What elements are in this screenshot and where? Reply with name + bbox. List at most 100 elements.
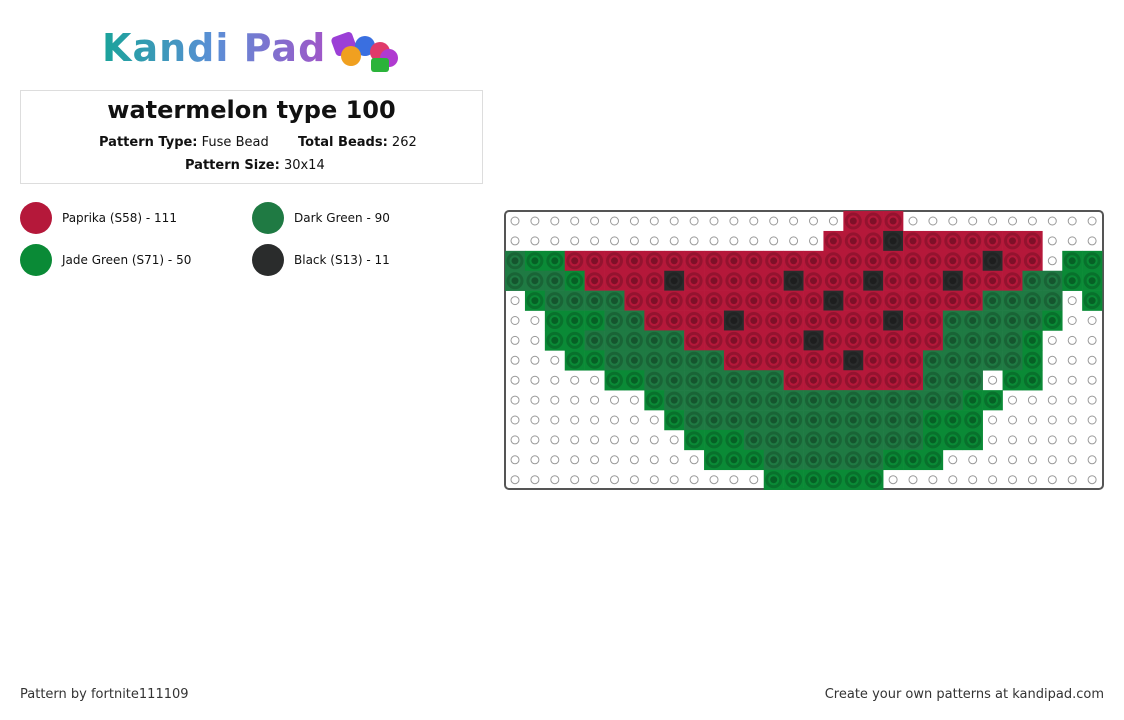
bead-hole: [750, 356, 758, 364]
bead-hole: [710, 297, 718, 305]
empty-peg: [769, 216, 779, 226]
bead-ring: [705, 451, 723, 469]
bead-ring: [844, 411, 862, 429]
bead-ring: [824, 331, 842, 349]
bead-hole: [889, 436, 897, 444]
bead-ring: [685, 272, 703, 290]
bead-hole: [1028, 336, 1036, 344]
bead-ring: [844, 312, 862, 329]
logo[interactable]: Kandi Pad: [102, 26, 327, 70]
bead-hole: [929, 297, 937, 305]
bead-ring: [745, 312, 763, 329]
bead: [843, 390, 864, 411]
bead-ring: [844, 252, 862, 270]
bead-ring: [884, 351, 902, 369]
bead: [922, 290, 944, 311]
bead-ring: [844, 212, 862, 230]
empty-peg: [689, 236, 699, 246]
bead: [863, 250, 884, 272]
empty-peg: [1008, 415, 1017, 425]
empty-peg: [610, 395, 619, 405]
bead-hole: [1068, 277, 1076, 285]
bead: [803, 290, 824, 311]
empty-peg: [590, 236, 600, 246]
empty-peg: [729, 475, 739, 485]
empty-peg: [550, 415, 560, 425]
bead-hole: [849, 317, 857, 324]
bead: [863, 429, 884, 451]
empty-peg: [828, 216, 838, 226]
bead: [743, 350, 765, 371]
bead-ring: [685, 371, 703, 389]
bead-ring: [705, 391, 723, 409]
empty-peg: [669, 236, 679, 246]
bead: [723, 310, 745, 331]
bead: [584, 250, 605, 272]
bead-ring: [884, 232, 902, 250]
bead-ring: [725, 451, 743, 469]
bead: [783, 390, 804, 411]
bead-hole: [929, 436, 937, 444]
bead: [1042, 310, 1063, 331]
bead-ring: [884, 252, 902, 270]
bead: [843, 290, 864, 311]
bead-ring: [924, 312, 942, 329]
bead-hole: [630, 277, 638, 285]
empty-peg: [988, 435, 998, 445]
bead-ring: [805, 351, 822, 369]
bead-ring: [984, 252, 1002, 270]
bead: [942, 230, 964, 252]
bead-ring: [904, 312, 922, 329]
bead: [1002, 310, 1023, 331]
bead: [684, 310, 705, 331]
bead-hole: [889, 297, 897, 305]
empty-peg: [649, 415, 659, 425]
bead-hole: [909, 297, 917, 305]
bead: [1082, 270, 1103, 291]
bead-ring: [805, 411, 822, 429]
bead-ring: [546, 312, 564, 329]
empty-peg: [1008, 475, 1017, 485]
legend-label: Paprika (S58) - 111: [62, 211, 177, 225]
bead-ring: [964, 391, 982, 409]
bead: [723, 429, 745, 451]
bead-ring: [924, 391, 942, 409]
legend-swatch: [252, 244, 284, 276]
bead-ring: [785, 331, 803, 349]
bead: [584, 290, 605, 311]
bead-ring: [725, 252, 743, 270]
bead-ring: [765, 272, 783, 290]
bead-hole: [591, 257, 599, 265]
bead: [763, 429, 784, 451]
empty-peg: [1027, 475, 1037, 485]
bead-hole: [929, 237, 937, 245]
bead: [1022, 250, 1043, 272]
bead-hole: [630, 336, 638, 344]
bead: [783, 310, 804, 331]
bead: [763, 370, 784, 391]
empty-peg: [968, 216, 978, 226]
bead-ring: [944, 411, 962, 429]
bead: [783, 330, 804, 351]
bead-hole: [949, 336, 957, 344]
bead-hole: [1028, 237, 1036, 245]
bead-hole: [730, 456, 738, 464]
bead-ring: [1083, 292, 1101, 310]
bead: [564, 270, 585, 291]
bead-hole: [650, 356, 658, 364]
bead: [544, 330, 566, 351]
empty-peg: [610, 475, 619, 485]
bead-ring: [1023, 371, 1041, 389]
bead-ring: [944, 331, 962, 349]
bead: [962, 350, 983, 371]
bead-hole: [730, 277, 738, 285]
bead-hole: [710, 396, 718, 404]
bead: [883, 250, 904, 272]
footer-right[interactable]: Create your own patterns at kandipad.com: [824, 687, 1104, 702]
bead-ring: [705, 331, 723, 349]
bead: [823, 370, 844, 391]
bead-ring: [904, 252, 922, 270]
bead-ring: [685, 331, 703, 349]
empty-peg: [669, 216, 679, 226]
bead: [883, 449, 904, 471]
